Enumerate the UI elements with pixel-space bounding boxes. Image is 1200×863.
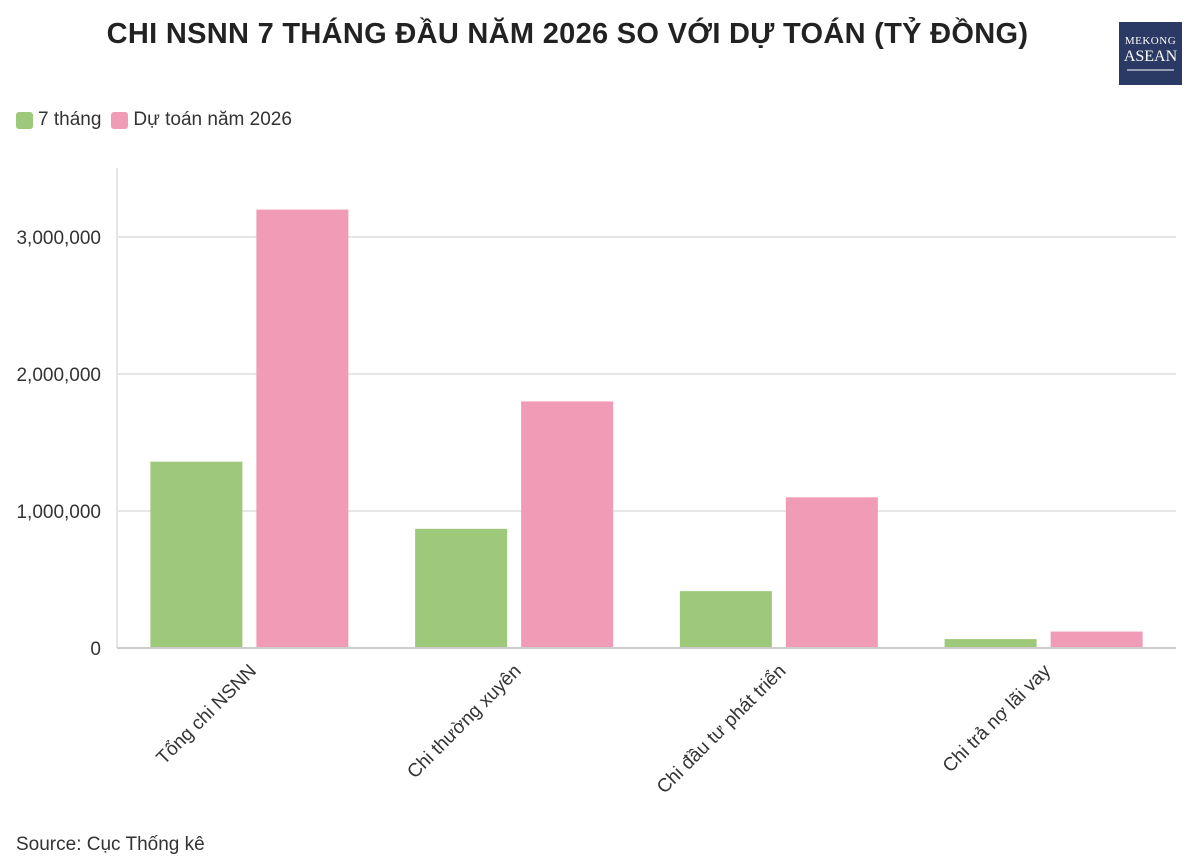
x-tick-label: Chi thường xuyên	[403, 661, 525, 783]
legend-label-7-thang: 7 tháng	[38, 109, 102, 130]
logo-text-bottom: ASEAN	[1123, 48, 1178, 65]
bar-chart: 0 1,000,000 2,000,000 3,000,000 Tổng chi NSN…	[16, 168, 1176, 798]
x-tick-label: Chi đầu tư phát triển	[653, 661, 790, 798]
bar-du-toan	[1050, 631, 1143, 648]
bar-7-thang	[944, 639, 1037, 648]
y-tick-label: 3,000,000	[16, 228, 101, 249]
legend-swatch-7-thang	[16, 111, 33, 129]
bar-7-thang	[150, 461, 243, 648]
x-tick-label: Chi trả nợ lãi vay	[939, 660, 1056, 777]
y-tick-label: 1,000,000	[16, 502, 101, 523]
legend-item-7-thang[interactable]: 7 tháng	[16, 109, 101, 131]
chart-legend: 7 tháng Dự toán năm 2026	[16, 109, 302, 131]
bar-7-thang	[415, 528, 508, 648]
y-tick-label: 2,000,000	[16, 365, 101, 386]
bar-du-toan	[785, 497, 878, 648]
bar-7-thang	[679, 591, 772, 648]
x-tick-label: Tổng chi NSNN	[153, 661, 261, 769]
bar-du-toan	[521, 401, 614, 648]
y-tick-label: 0	[90, 639, 101, 660]
chart-title: CHI NSNN 7 THÁNG ĐẦU NĂM 2026 SO VỚI DỰ …	[106, 18, 1029, 50]
legend-label-du-toan: Dự toán năm 2026	[133, 109, 292, 130]
bar-du-toan	[256, 209, 349, 648]
legend-item-du-toan[interactable]: Dự toán năm 2026	[111, 109, 292, 131]
legend-swatch-du-toan	[111, 111, 129, 129]
logo-text-top: MEKONG	[1124, 35, 1177, 47]
source-note: Source: Cục Thống kê	[16, 834, 205, 855]
logo-underline	[1127, 69, 1174, 71]
mekong-asean-logo: MEKONG ASEAN	[1119, 22, 1182, 85]
